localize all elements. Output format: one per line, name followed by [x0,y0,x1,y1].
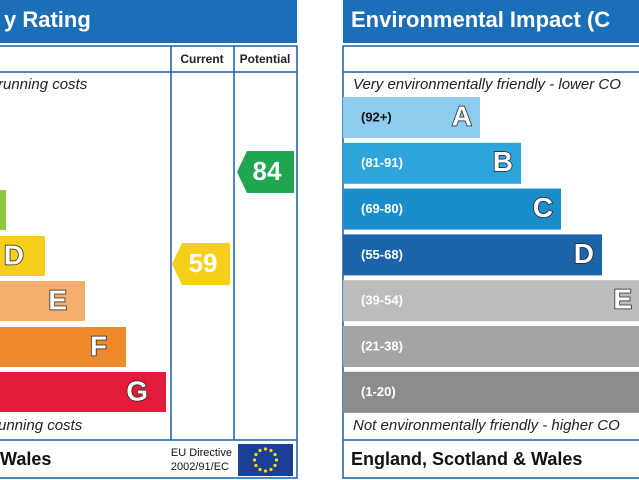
band-bar [343,280,639,322]
bands: (92+) A (81-91) B (69-80) C (55-68) D (39-54) E (2… [343,97,639,413]
star [269,467,273,472]
band-bar [343,371,639,413]
band-bar [0,236,45,276]
eu-stars [252,447,279,473]
band-letter: F [90,330,107,361]
header-bar [343,0,639,43]
column-header: Current [180,52,223,66]
potential-score: 84 [253,156,282,186]
panel-title: Environmental Impact (C [351,7,610,32]
footer: Wales [0,449,51,469]
band-letter: A [452,100,472,131]
band-range: (55-68) [361,247,403,262]
star [254,463,258,468]
band-bar [343,97,480,138]
column-header: Potential [240,52,291,66]
band-letter: G [126,375,148,406]
band-letter: C [533,192,553,223]
band-range: (81-91) [361,155,403,170]
band-bar [343,142,521,184]
star [269,448,273,453]
band-range: (92+) [361,109,392,124]
band-letter: E [613,284,632,315]
band-bar [343,188,561,230]
band-range: (1-20) [361,384,396,399]
top-note: Very environmentally friendly - lower CO [353,76,621,93]
star [273,452,277,457]
band-bar [0,190,6,230]
band-bar [0,327,126,367]
band-bar [0,281,85,321]
star [274,458,279,462]
star [254,452,258,457]
bottom-note: unning costs [0,417,83,434]
band-letter: B [493,146,513,177]
top-note: running costs [0,76,88,93]
band-range: (69-80) [361,201,403,216]
band-range: (21-38) [361,338,403,353]
band-bar [0,372,166,412]
star [263,469,268,473]
band-letter: D [574,238,594,269]
bottom-note: Not environmentally friendly - higher CO [353,417,620,434]
current-score: 59 [189,248,218,278]
potential-arrow [237,151,294,193]
panel-title: y Rating [4,7,91,32]
star [273,463,277,468]
band-letter: E [48,284,67,315]
star [263,447,268,451]
directive: 2002/91/EC [171,461,229,473]
footer: England, Scotland & Wales [351,449,582,469]
header-bar [0,0,297,43]
band-bar [343,326,639,367]
band-bar [343,234,602,276]
star [258,448,262,453]
band-letter: D [4,239,24,270]
directive: EU Directive [171,447,232,459]
grid-frame [0,45,298,479]
star [258,467,262,472]
current-arrow [172,243,230,285]
star [252,458,257,462]
band-range: (39-54) [361,293,403,308]
